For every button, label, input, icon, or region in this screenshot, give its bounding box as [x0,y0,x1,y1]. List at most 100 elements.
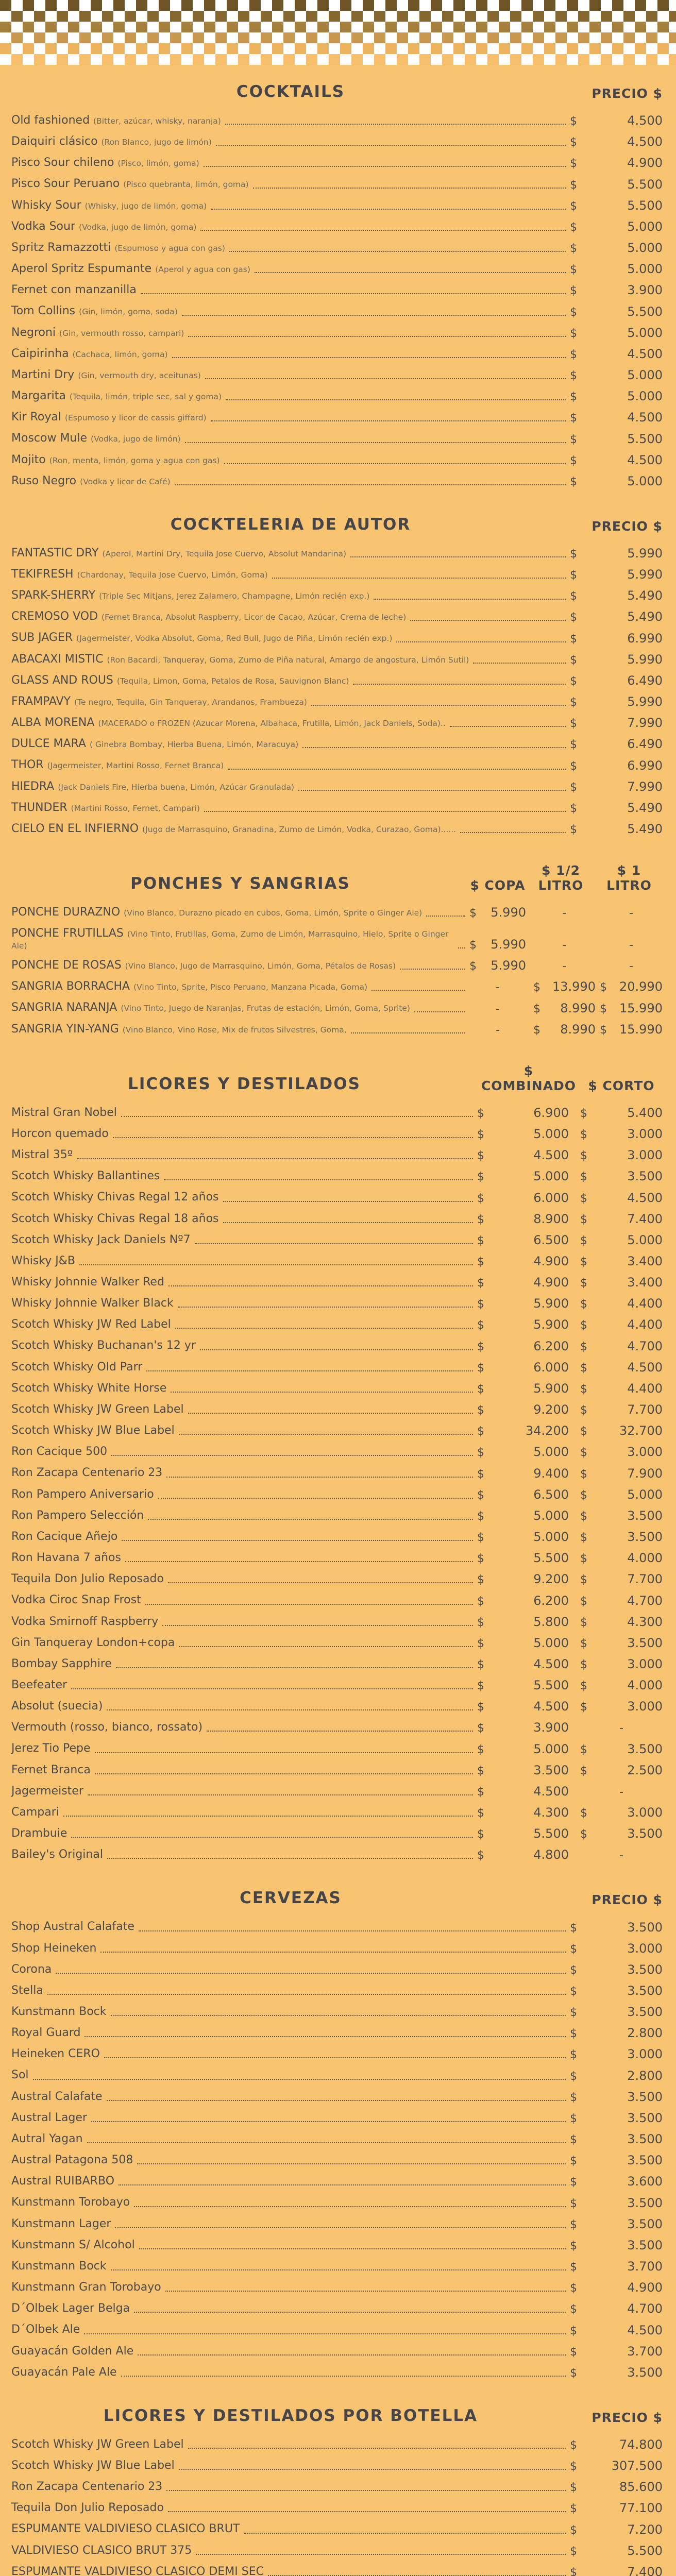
price-column-headers: PRECIO $ [570,519,663,534]
price-cell: $5.490 [570,609,663,624]
price-cell: $77.100 [570,2501,663,2515]
item-prices: $6.000 $4.500 [477,1360,663,1375]
item-name: Jagermeister [11,1784,83,1798]
menu-item-row: Mojito (Ron, menta, limón, goma y agua co… [11,453,663,467]
section-title: LICORES Y DESTILADOS [128,1074,361,1093]
item-text: Kunstmann Lager [11,2217,111,2231]
currency-symbol: $ [477,1382,484,1396]
dotted-leader [121,1115,473,1117]
price-value: 6.200 [533,1593,569,1608]
menu-item-row: Bailey's Original $4.800 - [11,1848,663,1862]
price-dash: - [619,1722,623,1735]
item-text: Royal Guard [11,2026,80,2040]
currency-symbol: $ [580,1637,587,1650]
currency-symbol: $ [570,2438,577,2452]
currency-symbol: $ [580,1807,587,1820]
item-text: Whisky Johnnie Walker Black [11,1296,174,1311]
currency-symbol: $ [570,199,577,213]
price-value: 3.500 [627,2195,663,2210]
item-name: Austral Lager [11,2111,87,2124]
dotted-leader [56,1972,566,1974]
price-cell: $3.600 [570,2174,663,2189]
item-name: SPARK-SHERRY [11,589,96,602]
item-text: Whisky J&B [11,1254,75,1268]
menu-item-row: SPARK-SHERRY (Triple Sec Mitjans, Jerez Z… [11,588,663,603]
price-cell: $5.000 [477,1509,580,1523]
price-cell: $6.200 [477,1594,580,1608]
currency-symbol: $ [570,611,577,624]
price-value: 4.800 [533,1848,569,1862]
item-name: Shop Austral Calafate [11,1920,134,1934]
currency-symbol: $ [600,981,607,994]
dotted-leader [194,1243,473,1244]
price-value: 34.200 [526,1423,569,1438]
price-value: 3.500 [627,2216,663,2231]
price-value: 3.500 [627,1169,663,1184]
dotted-leader [181,314,566,316]
currency-symbol: $ [477,1785,484,1799]
item-text: Tequila Don Julio Reposado [11,2501,164,2515]
price-value: 5.990 [491,937,526,952]
menu-item-row: Whisky Johnnie Walker Black $5.900 $4.400 [11,1296,663,1311]
menu-section: COCKTAILS PRECIO $ Old fashioned (Bitter, a… [11,82,663,488]
price-cell: $6.500 [477,1233,580,1247]
menu-item-row: Scotch Whisky Old Parr $6.000 $4.500 [11,1360,663,1375]
menu-item-row: Scotch Whisky JW Red Label $5.900 $4.400 [11,1317,663,1332]
price-cell: $4.700 [580,1339,663,1353]
item-text: Margarita (Tequila, limón, triple sec, sa… [11,389,222,403]
currency-symbol: $ [477,1680,484,1693]
item-text: Old fashioned (Bitter, azúcar, whisky, na… [11,113,221,128]
price-value: 5.400 [627,1105,663,1120]
item-text: Pisco Sour chileno (Pisco, limón, goma) [11,156,199,170]
dotted-leader [178,1434,473,1435]
item-text: Tom Collins (Gin, limón, goma, soda) [11,304,178,318]
currency-symbol: $ [570,2239,577,2252]
price-cell: $5.990 [469,958,526,973]
menu-item-row: Tequila Don Julio Reposado $9.200 $7.700 [11,1572,663,1586]
dotted-leader [110,2269,566,2271]
item-name: Tequila Don Julio Reposado [11,2501,164,2515]
dotted-leader [119,2184,566,2186]
item-prices: $3.500 $2.500 [477,1763,663,1777]
currency-symbol: $ [477,1595,484,1608]
price-value: 6.500 [533,1232,569,1247]
currency-symbol: $ [580,1256,587,1269]
item-prices: $6.900 $5.400 [477,1106,663,1120]
item-name: Austral RUIBARBO [11,2175,115,2188]
item-name: Campari [11,1805,59,1819]
currency-symbol: $ [580,1192,587,1205]
dotted-leader [125,1561,473,1563]
price-cell: $7.990 [570,716,663,730]
price-dash: - [619,1785,623,1799]
price-value: 3.500 [627,1508,663,1523]
menu-item-row: Scotch Whisky JW Green Label $74.800 [11,2437,663,2452]
menu-item-row: Tequila Don Julio Reposado $77.100 [11,2501,663,2515]
item-prices: $2.800 [570,2069,663,2083]
currency-symbol: $ [469,907,477,920]
currency-symbol: $ [570,738,577,752]
item-text: VALDIVIESO CLASICO BRUT 375 [11,2544,192,2558]
item-text: Negroni (Gin, vermouth rosso, campari) [11,326,184,340]
item-name: FANTASTIC DRY [11,546,99,560]
price-value: 6.900 [533,1105,569,1120]
price-dash: - [496,1023,500,1037]
currency-symbol: $ [570,2566,577,2576]
item-description: (Fernet Branca, Absolut Raspberry, Licor… [102,613,407,622]
item-text: Scotch Whisky Chivas Regal 18 años [11,1212,219,1226]
dotted-leader [106,2099,566,2101]
section-title: LICORES Y DESTILADOS POR BOTELLA [103,2406,478,2425]
price-value: 3.500 [627,1920,663,1935]
item-text: SPARK-SHERRY (Triple Sec Mitjans, Jerez Z… [11,588,369,603]
price-value: 4.900 [533,1275,569,1290]
item-text: D´Olbek Ale [11,2323,80,2337]
price-value: 3.500 [627,2238,663,2252]
price-cell: $15.990 [596,1022,663,1037]
item-prices: $7.990 [570,779,663,794]
currency-symbol: $ [570,475,577,488]
item-name: Whisky J&B [11,1254,75,1267]
item-text: Scotch Whisky Chivas Regal 12 años [11,1190,219,1205]
item-name: Vermouth (rosso, bianco, rossato) [11,1721,203,1734]
currency-symbol: $ [580,1573,587,1587]
item-text: Pisco Sour Peruano (Pisco quebranta, limó… [11,177,249,191]
menu-item-row: CREMOSO VOD (Fernet Branca, Absolut Raspb… [11,609,663,624]
